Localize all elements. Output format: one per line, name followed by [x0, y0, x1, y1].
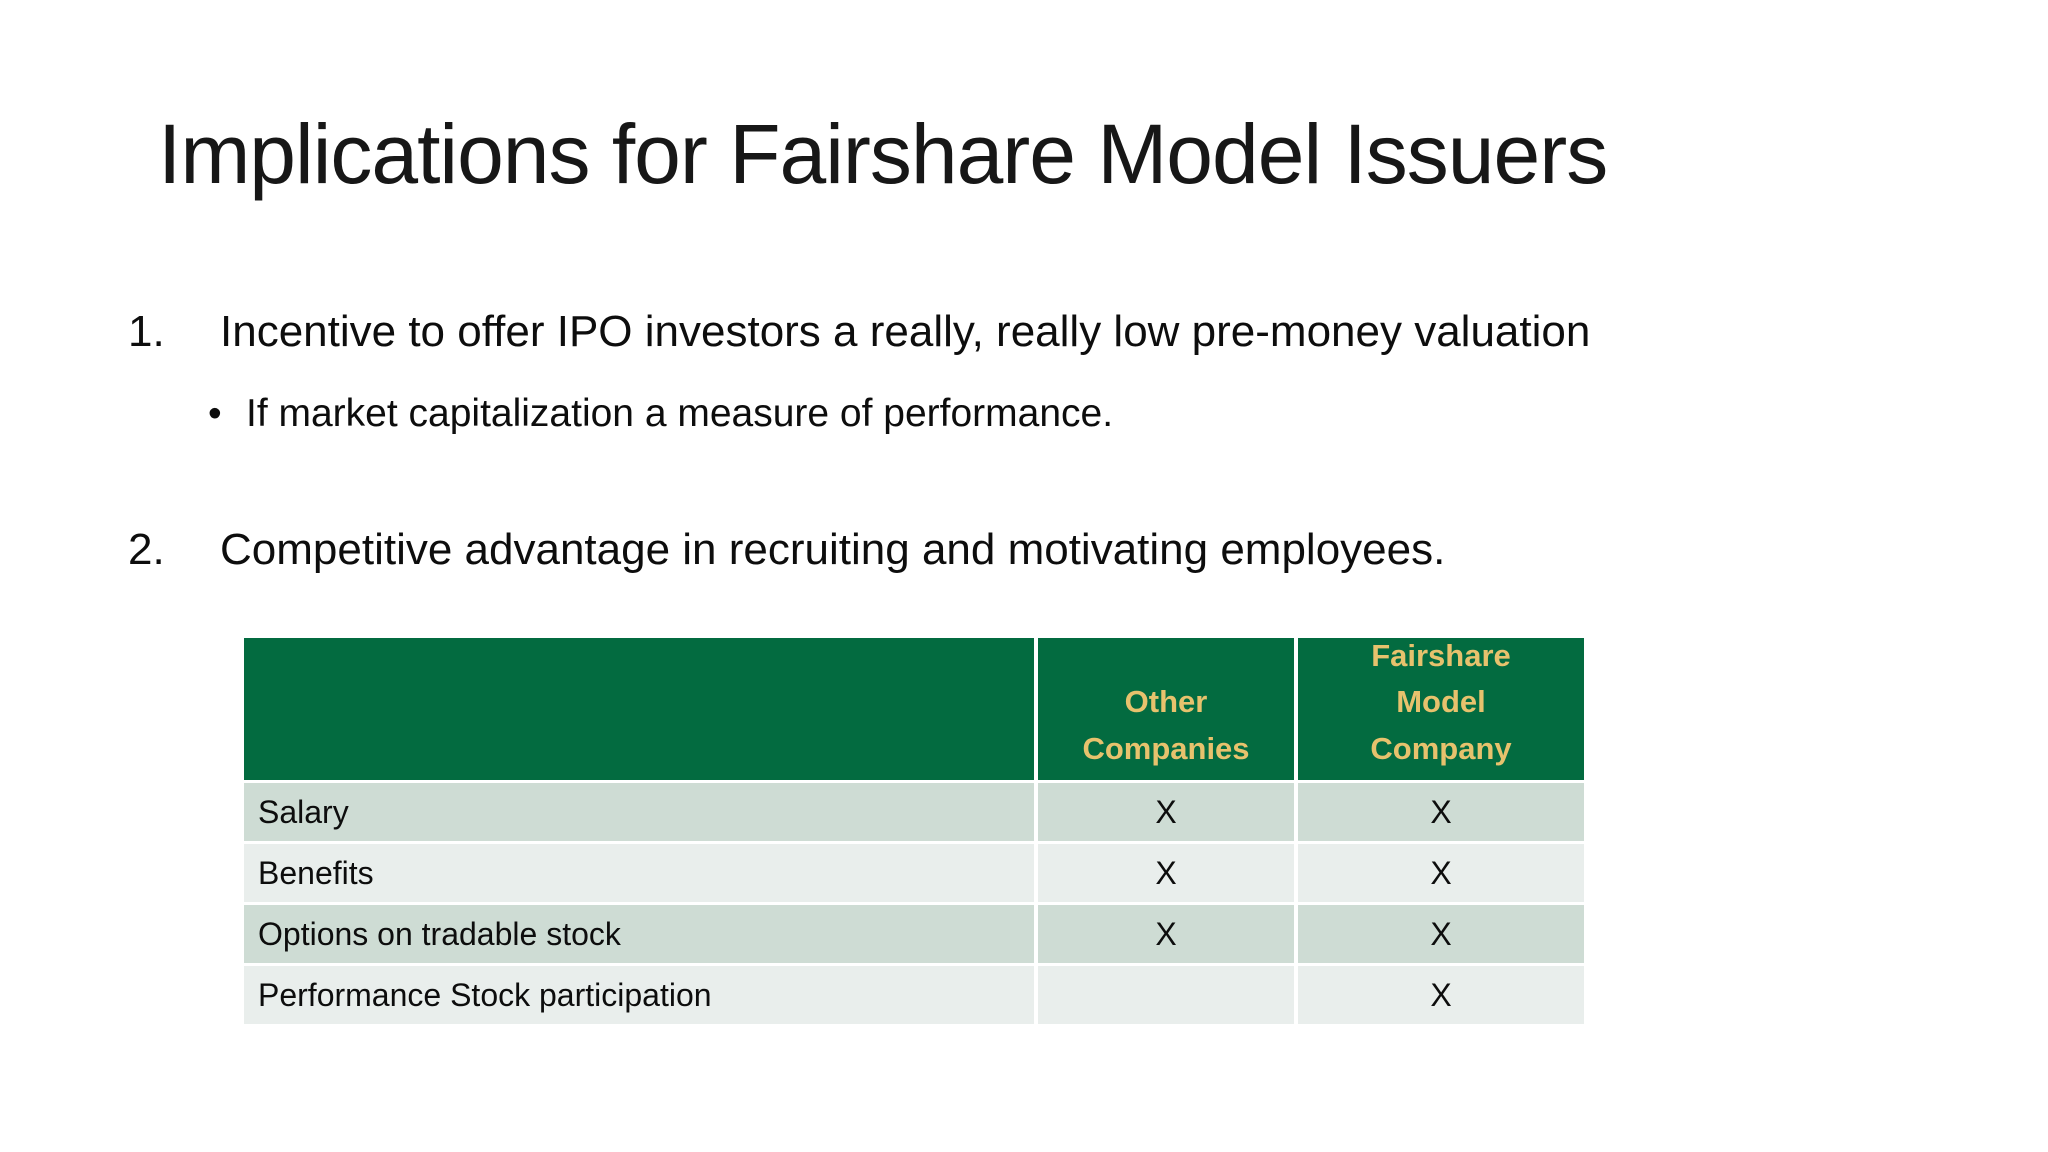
comparison-table: Other Companies Fairshare Model Company … [244, 638, 1584, 1024]
list-item-1-sub-bullet: • If market capitalization a measure of … [208, 390, 1113, 439]
table-row-label: Salary [244, 783, 1034, 841]
table-row-label: Performance Stock participation [244, 966, 1034, 1024]
table-header-feature [244, 638, 1034, 780]
table-row-label: Benefits [244, 844, 1034, 902]
table-row-label: Options on tradable stock [244, 905, 1034, 963]
list-item-2: 2. Competitive advantage in recruiting a… [128, 522, 1445, 577]
list-item-1: 1. Incentive to offer IPO investors a re… [128, 304, 1590, 359]
sub-bullet-text: If market capitalization a measure of pe… [246, 392, 1114, 435]
table-cell-fairshare: X [1298, 844, 1584, 902]
list-item-2-text: Competitive advantage in recruiting and … [220, 525, 1446, 574]
table-cell-fairshare: X [1298, 905, 1584, 963]
page-title: Implications for Fairshare Model Issuers [158, 107, 1608, 201]
table-cell-fairshare: X [1298, 783, 1584, 841]
table-header-other-companies: Other Companies [1038, 638, 1294, 780]
table-cell-other [1038, 966, 1294, 1024]
list-item-1-text: Incentive to offer IPO investors a reall… [220, 307, 1591, 356]
list-item-1-number: 1. [128, 307, 165, 356]
list-item-2-number: 2. [128, 525, 165, 574]
bullet-icon: • [208, 392, 222, 435]
table-cell-other: X [1038, 783, 1294, 841]
table-cell-other: X [1038, 905, 1294, 963]
table-cell-other: X [1038, 844, 1294, 902]
table-header-fairshare-model-company: Fairshare Model Company [1298, 638, 1584, 780]
table-cell-fairshare: X [1298, 966, 1584, 1024]
